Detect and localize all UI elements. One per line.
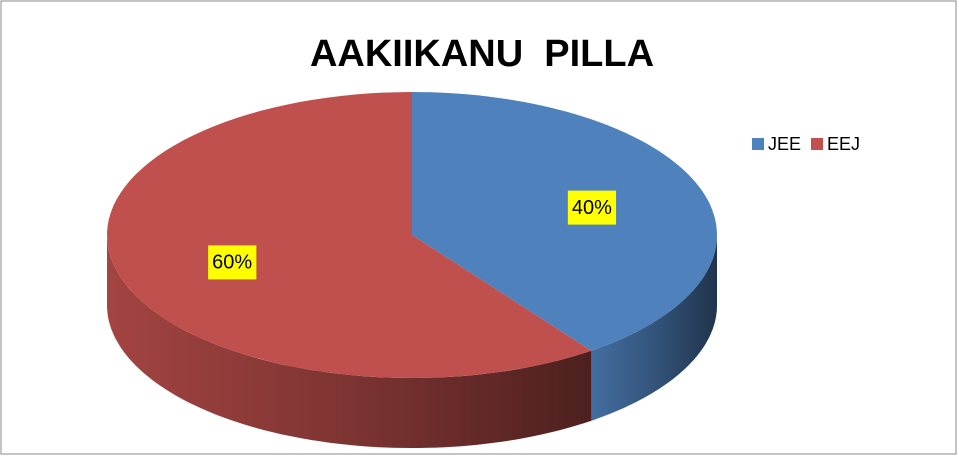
- pie: 40% 60%: [107, 92, 717, 448]
- data-label: 40%: [572, 197, 612, 219]
- legend-label: JEE: [768, 134, 801, 154]
- label-background: [208, 245, 257, 280]
- pie-slice: [412, 92, 717, 351]
- chart-title: AAKIIKANU PILLA: [310, 33, 654, 75]
- data-label: 60%: [212, 252, 252, 274]
- legend-label: EEJ: [827, 134, 860, 154]
- legend: JEE EEJ: [752, 134, 860, 154]
- label-background: [567, 190, 617, 225]
- legend-swatch: [811, 138, 824, 150]
- legend-swatch: [752, 138, 764, 150]
- pie-slice: [107, 92, 592, 378]
- pie-side-shade: [591, 235, 717, 421]
- pie-side-shade: [107, 235, 592, 448]
